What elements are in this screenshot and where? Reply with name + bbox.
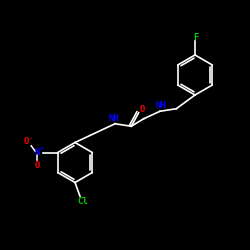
Text: O: O [140, 105, 145, 114]
Text: N: N [34, 148, 40, 157]
Text: F: F [194, 33, 199, 42]
Text: NH: NH [156, 101, 166, 110]
Text: +: + [40, 145, 44, 151]
Text: -: - [29, 135, 33, 141]
Text: Cl: Cl [77, 197, 88, 206]
Text: O: O [24, 138, 29, 146]
Text: NH: NH [108, 114, 119, 123]
Text: O: O [34, 161, 40, 170]
